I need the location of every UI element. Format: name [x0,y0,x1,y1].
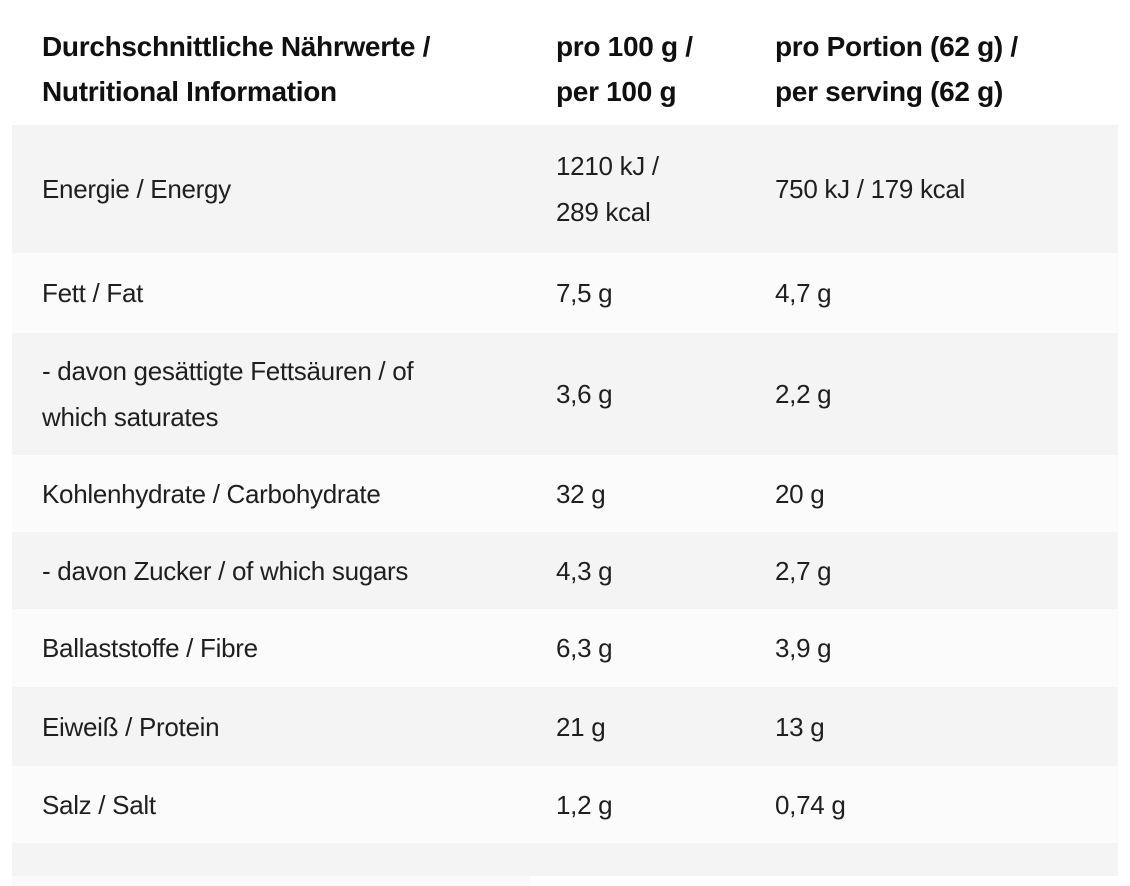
row-value-per-100g: 1210 kJ /289 kcal [556,151,659,227]
row-label: - davon Zucker / of which sugars [42,555,409,586]
row-value-per-serving: 13 g [775,711,825,742]
row-value-per-serving: 20 g [775,478,825,509]
row-label: Salz / Salt [42,789,156,820]
row-label: Ballaststoffe / Fibre [42,633,258,663]
table-row-partial [12,876,1118,886]
header-per-serving-label: pro Portion (62 g) / per serving (62 g) [775,31,1018,107]
row-value-per-serving: 4,7 g [775,278,832,308]
table-row-carbohydrate: Kohlenhydrate / Carbohydrate 32 g 20 g [12,455,1118,532]
partial-label-cell [12,876,530,886]
row-value-per-100g: 1,2 g [556,789,613,820]
row-value-per-serving: 0,74 g [775,789,846,820]
row-value-per-100g: 4,3 g [556,555,613,586]
row-value-per-serving: 2,2 g [775,379,832,409]
table-row-cutoff [12,843,1118,876]
header-per-100g-label: pro 100 g / per 100 g [556,31,693,107]
table-row-sugars: - davon Zucker / of which sugars 4,3 g 2… [12,532,1118,609]
table-row-fat: Fett / Fat 7,5 g 4,7 g [12,253,1118,333]
row-value-per-serving: 3,9 g [775,633,832,663]
row-value-per-100g: 7,5 g [556,278,613,308]
row-value-per-100g: 21 g [556,711,606,742]
row-value-per-serving: 750 kJ / 179 kcal [775,174,966,204]
row-label: Kohlenhydrate / Carbohydrate [42,478,381,509]
row-value-per-100g: 3,6 g [556,379,613,409]
table-header-row: Durchschnittliche Nährwerte / Nutritional… [12,0,1118,125]
row-label: - davon gesättigte Fettsäuren / of which … [42,356,414,432]
table-row-energy: Energie / Energy 1210 kJ /289 kcal 750 k… [12,125,1118,253]
header-nutrients-label: Durchschnittliche Nährwerte / Nutritional… [42,31,431,107]
row-value-per-100g: 32 g [556,478,606,509]
row-value-per-100g: 6,3 g [556,633,613,663]
table-row-protein: Eiweiß / Protein 21 g 13 g [12,687,1118,766]
table-row-fibre: Ballaststoffe / Fibre 6,3 g 3,9 g [12,609,1118,687]
table-row-salt: Salz / Salt 1,2 g 0,74 g [12,766,1118,843]
row-label: Eiweiß / Protein [42,711,220,742]
nutrition-table: Durchschnittliche Nährwerte / Nutritional… [12,0,1118,886]
row-label: Fett / Fat [42,278,144,308]
row-label: Energie / Energy [42,174,231,204]
table-row-saturates: - davon gesättigte Fettsäuren / of which … [12,333,1118,455]
row-value-per-serving: 2,7 g [775,555,832,586]
